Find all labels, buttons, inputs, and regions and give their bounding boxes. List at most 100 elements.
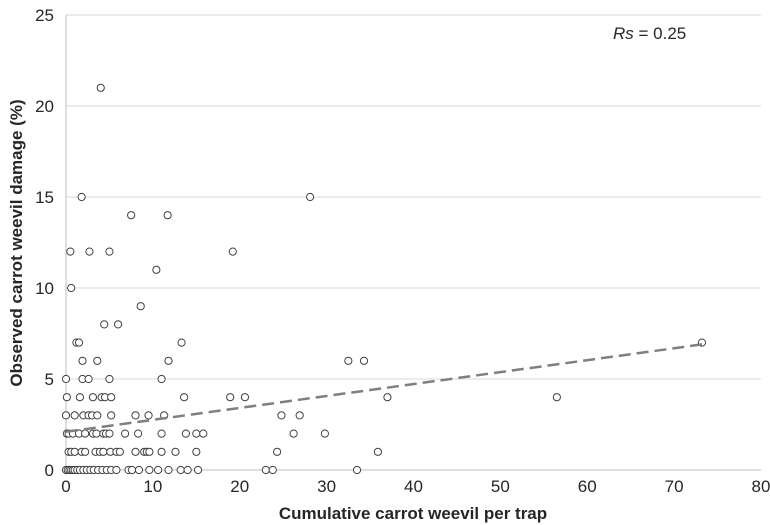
data-point — [78, 356, 87, 365]
data-point — [105, 374, 114, 384]
data-point — [114, 320, 123, 329]
data-point — [163, 211, 172, 220]
data-point — [120, 429, 130, 438]
data-point — [177, 338, 186, 347]
data-point — [67, 283, 76, 293]
x-tick-label: 70 — [665, 477, 684, 496]
data-point — [92, 429, 101, 438]
x-tick-label: 10 — [143, 477, 162, 496]
data-point — [81, 429, 90, 438]
correlation-value: = 0.25 — [634, 24, 686, 43]
data-point — [261, 465, 270, 475]
y-tick-label: 10 — [35, 279, 54, 298]
data-point — [164, 356, 173, 365]
data-point — [88, 393, 98, 402]
data-point — [62, 393, 71, 402]
data-point — [152, 265, 161, 274]
data-point — [352, 465, 362, 475]
data-point — [193, 465, 203, 475]
data-point — [552, 393, 561, 402]
y-tick-label: 0 — [45, 461, 54, 480]
data-point — [93, 411, 102, 420]
correlation-symbol: Rs — [613, 24, 634, 43]
data-point — [273, 447, 282, 456]
y-tick-label: 15 — [35, 188, 54, 207]
data-point — [192, 447, 201, 456]
x-tick-label: 60 — [578, 477, 597, 496]
data-point — [127, 211, 136, 220]
y-tick-labels: 0 5 10 15 20 25 — [35, 6, 54, 480]
x-tick-label: 30 — [317, 477, 336, 496]
data-point — [70, 447, 79, 456]
data-point — [181, 429, 190, 438]
data-point — [157, 374, 166, 384]
data-point — [105, 429, 114, 438]
x-tick-labels: 0 10 20 30 40 50 60 70 80 — [61, 477, 770, 496]
data-point — [70, 411, 79, 420]
data-point — [289, 429, 298, 438]
data-point — [85, 247, 94, 256]
data-point — [134, 429, 143, 438]
data-point — [192, 429, 201, 438]
data-point — [61, 374, 71, 384]
data-point — [295, 411, 304, 420]
y-tick-label: 20 — [35, 97, 54, 116]
data-point — [134, 465, 144, 475]
x-axis-title: Cumulative carrot weevil per trap — [279, 504, 547, 523]
x-tick-label: 20 — [230, 477, 249, 496]
data-point — [359, 356, 369, 365]
data-point — [240, 393, 250, 402]
data-point — [127, 465, 137, 475]
axes — [65, 15, 761, 471]
data-points — [61, 83, 707, 475]
data-point — [99, 447, 108, 456]
data-point — [164, 465, 173, 475]
data-point — [74, 338, 84, 347]
data-point — [112, 465, 121, 475]
data-point — [153, 465, 163, 475]
data-point — [277, 411, 286, 420]
x-tick-label: 80 — [752, 477, 770, 496]
y-axis-title: Observed carrot weevil damage (%) — [7, 99, 26, 386]
data-point — [131, 447, 140, 456]
y-tick-label: 5 — [45, 370, 54, 389]
data-point — [145, 447, 154, 456]
data-point — [77, 192, 86, 202]
data-point — [373, 447, 382, 456]
data-point — [100, 320, 109, 329]
x-tick-label: 50 — [491, 477, 510, 496]
data-point — [75, 393, 85, 402]
data-point — [136, 302, 145, 311]
x-tick-label: 40 — [404, 477, 423, 496]
data-point — [306, 192, 315, 202]
data-point — [66, 247, 75, 256]
data-point — [183, 465, 192, 475]
data-point — [171, 447, 180, 456]
data-point — [93, 356, 102, 365]
data-point — [131, 411, 140, 420]
data-point — [157, 429, 166, 438]
data-point — [157, 447, 166, 456]
x-tick-label: 0 — [61, 477, 70, 496]
data-point — [268, 465, 277, 475]
data-point — [176, 465, 185, 475]
data-point — [180, 393, 189, 402]
data-point — [383, 393, 392, 402]
data-point — [115, 447, 124, 456]
data-point — [96, 83, 105, 92]
correlation-annotation: Rs = 0.25 — [613, 24, 686, 43]
data-point — [199, 429, 208, 438]
data-point — [226, 393, 235, 402]
data-point — [344, 356, 353, 365]
data-point — [145, 465, 154, 475]
data-point — [320, 429, 329, 438]
data-point — [228, 247, 237, 256]
trendline — [65, 343, 703, 434]
data-point — [144, 411, 153, 420]
data-point — [105, 247, 114, 256]
data-point — [81, 447, 90, 456]
data-point — [107, 393, 116, 402]
data-point — [84, 374, 93, 384]
data-point — [107, 411, 116, 420]
